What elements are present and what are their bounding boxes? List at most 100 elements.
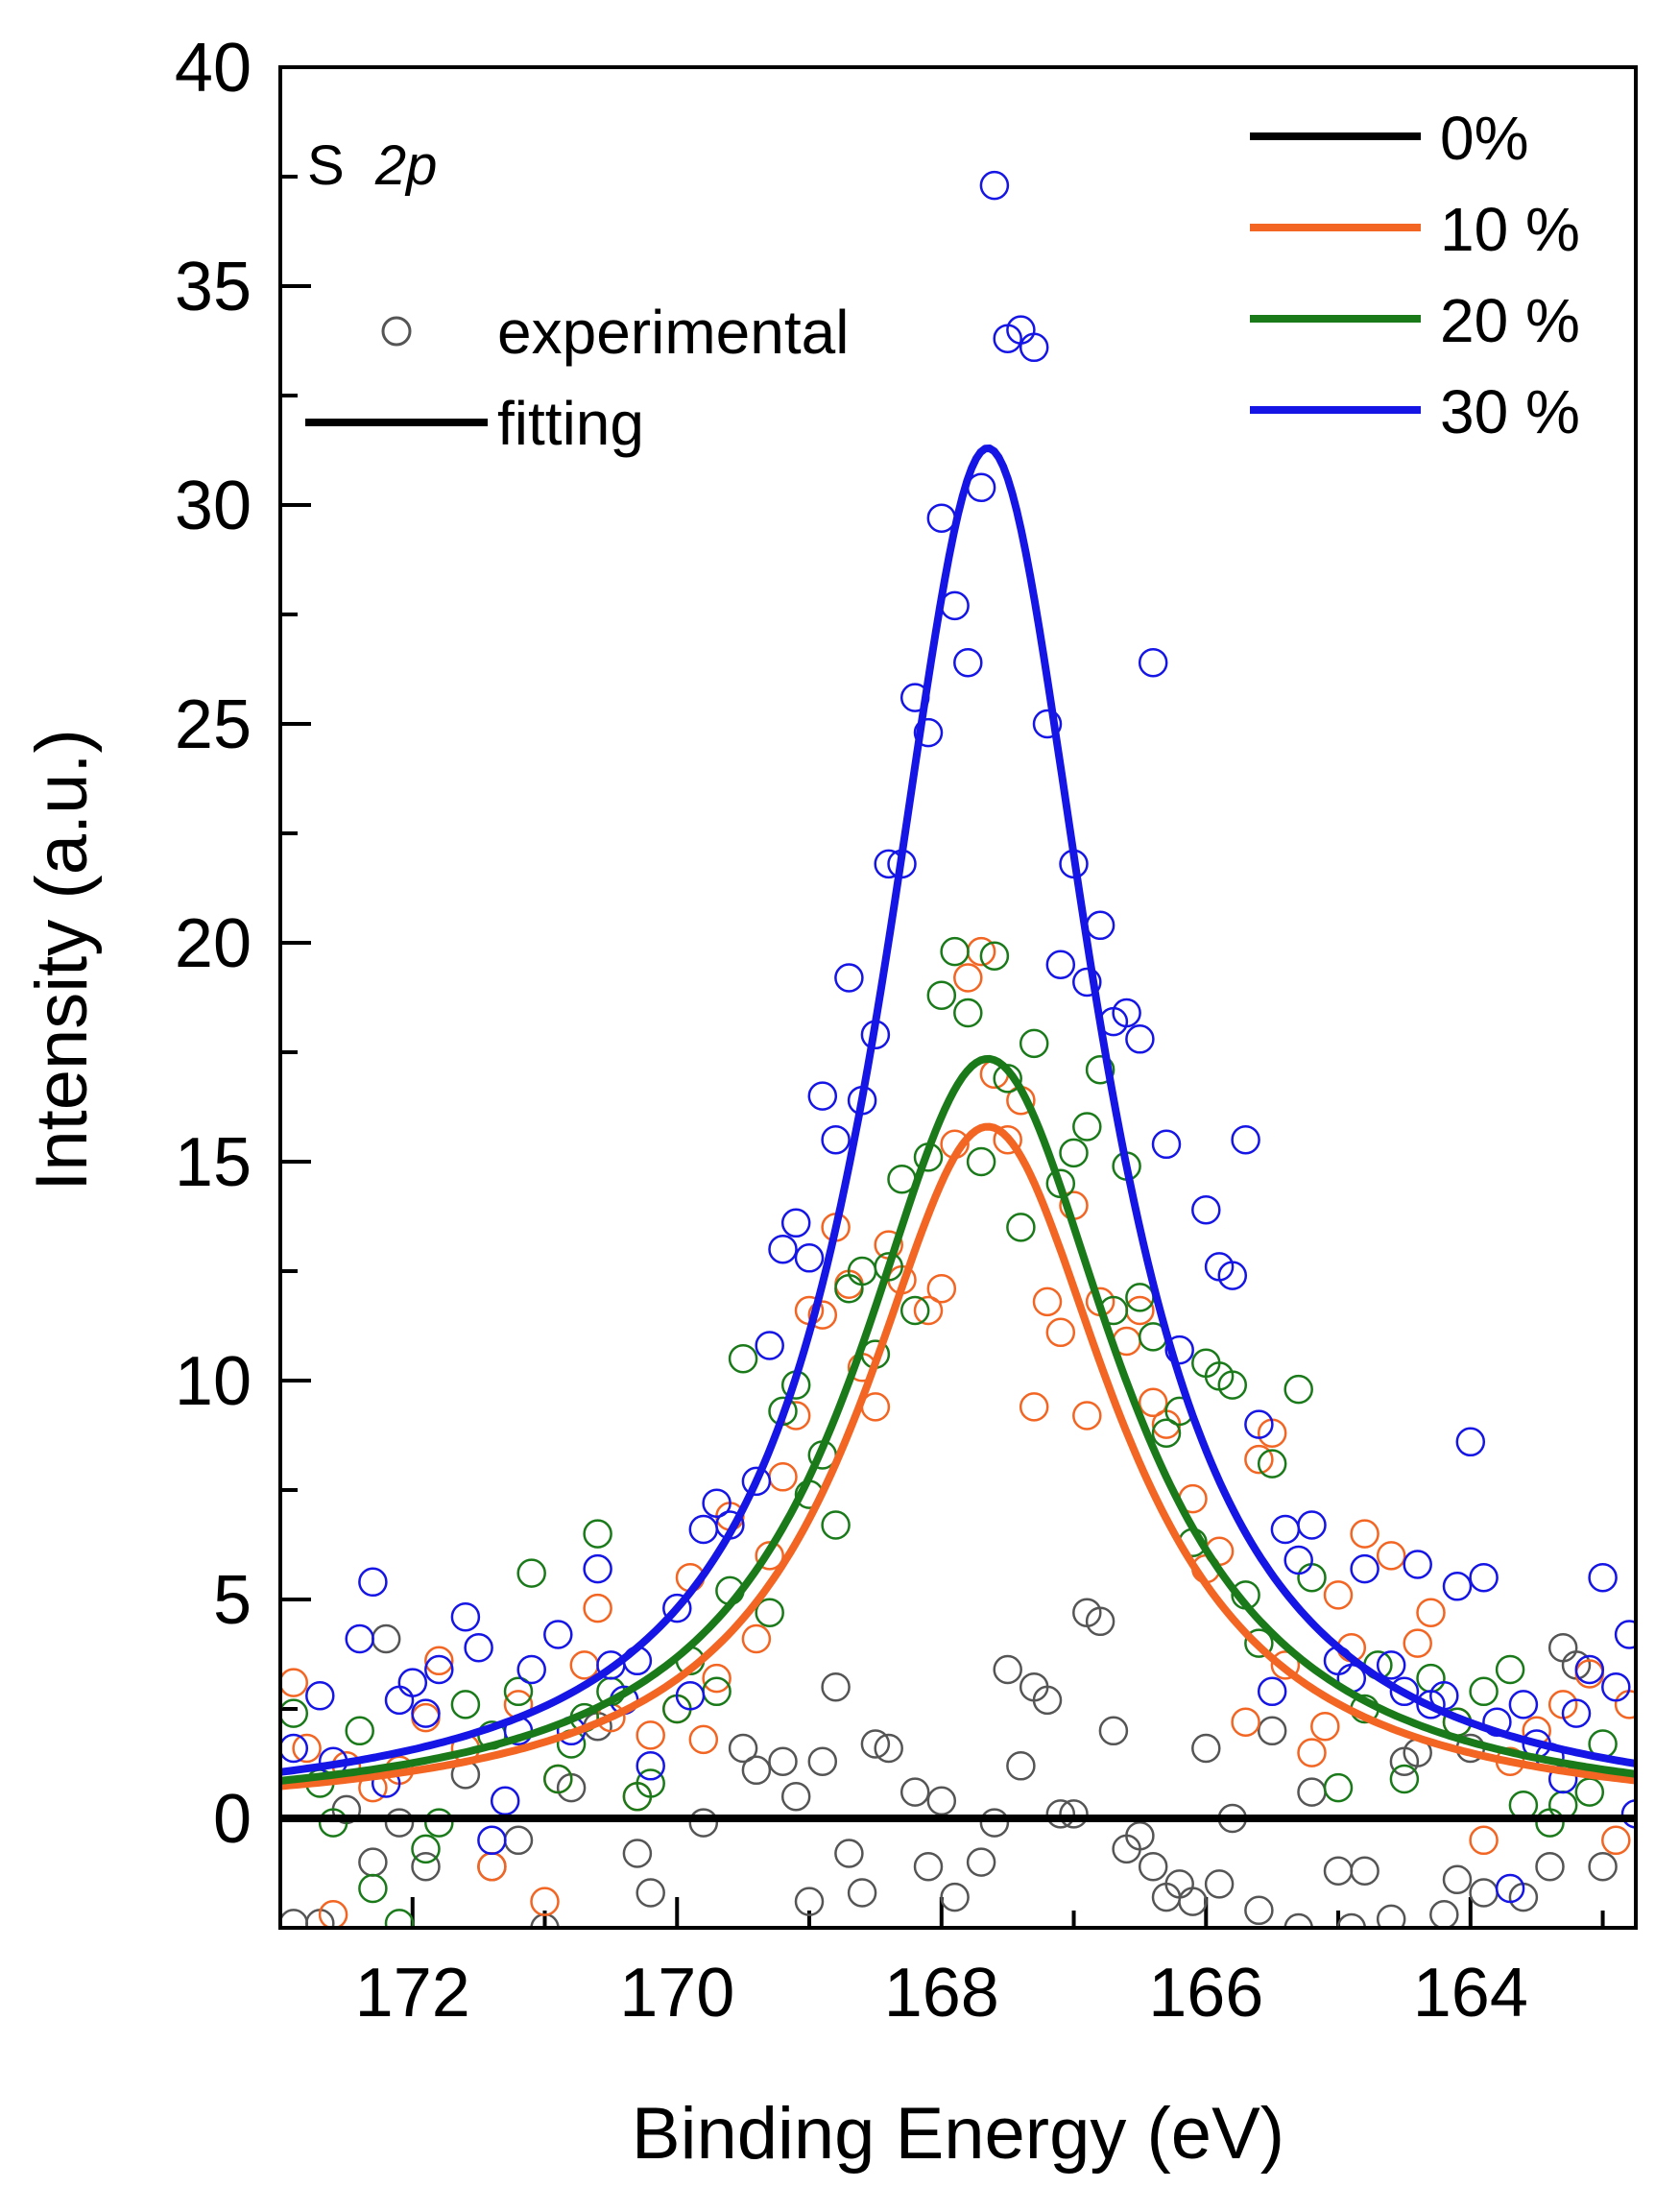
data-point — [807, 1300, 838, 1330]
data-point — [688, 1808, 719, 1838]
data-point — [1112, 998, 1141, 1028]
plot-background — [280, 67, 1636, 1928]
data-point — [966, 1146, 996, 1177]
data-point — [1257, 1449, 1287, 1479]
data-point — [450, 1601, 481, 1632]
data-point — [1350, 1553, 1379, 1584]
data-point — [1310, 1711, 1340, 1742]
data-point — [953, 963, 983, 993]
data-point — [662, 1593, 692, 1623]
data-point — [1588, 1851, 1618, 1882]
y-tick-label: 15 — [175, 1124, 252, 1201]
data-point — [450, 1690, 481, 1719]
data-point — [1032, 709, 1063, 739]
data-point — [543, 1620, 573, 1649]
x-tick-label: 170 — [619, 1955, 734, 2032]
legend-label: 20 % — [1440, 286, 1580, 355]
data-point — [1125, 1820, 1155, 1851]
data-point — [993, 1654, 1022, 1685]
data-point — [794, 1887, 825, 1916]
data-point — [345, 1716, 374, 1746]
data-point — [1257, 1716, 1287, 1746]
data-point — [1297, 1510, 1327, 1540]
data-point — [1006, 1751, 1036, 1781]
data-point — [477, 1825, 507, 1856]
data-point — [1455, 1427, 1486, 1457]
data-point — [1535, 1851, 1565, 1882]
data-point — [780, 1781, 811, 1812]
data-point — [1151, 1129, 1182, 1160]
data-point — [926, 1786, 957, 1816]
data-point — [280, 1668, 309, 1697]
y-tick-label: 25 — [175, 686, 252, 763]
data-point — [1620, 1799, 1636, 1829]
data-point — [1072, 967, 1102, 998]
data-point — [1019, 1028, 1049, 1059]
legend-experimental-label: experimental — [497, 298, 849, 367]
data-point — [913, 1295, 944, 1326]
data-point — [384, 1808, 415, 1838]
y-tick-label: 5 — [213, 1562, 252, 1639]
fit-line — [280, 1122, 1636, 1791]
data-point — [1138, 1387, 1168, 1418]
data-point — [1389, 1764, 1420, 1794]
data-point — [979, 170, 1010, 201]
data-point — [926, 980, 957, 1010]
data-point — [702, 1488, 732, 1518]
data-point — [318, 1808, 348, 1838]
legend-experimental-marker — [381, 316, 412, 347]
data-point — [583, 1593, 612, 1623]
data-point — [1588, 1562, 1618, 1593]
data-point — [411, 1834, 441, 1864]
data-point — [1574, 1654, 1605, 1685]
data-point — [1495, 1873, 1525, 1904]
data-point — [583, 1519, 612, 1549]
data-point — [807, 1746, 838, 1776]
data-point — [424, 1654, 454, 1685]
data-point — [1059, 1799, 1089, 1829]
data-point — [1403, 1628, 1432, 1658]
data-point — [834, 963, 864, 993]
data-point — [1495, 1654, 1525, 1685]
data-point — [1244, 1409, 1274, 1439]
data-point — [1032, 1286, 1063, 1317]
data-point — [1085, 1606, 1115, 1637]
data-point — [305, 1681, 335, 1711]
data-point — [636, 1751, 665, 1781]
data-point — [1389, 1676, 1420, 1707]
data-point — [755, 1598, 784, 1627]
data-point — [940, 936, 970, 967]
data-point — [953, 998, 983, 1028]
data-point — [1376, 1650, 1406, 1680]
x-tick-label: 166 — [1148, 1955, 1263, 2032]
data-point — [1283, 1545, 1313, 1575]
data-point — [821, 1124, 851, 1155]
panel-label-orbital: 2p — [374, 134, 438, 197]
data-point — [384, 1909, 415, 1928]
data-point — [411, 1698, 441, 1728]
x-tick-label: 172 — [355, 1955, 470, 2032]
legend-label: 0% — [1440, 104, 1529, 173]
data-point — [1244, 1444, 1274, 1475]
data-point — [358, 1567, 388, 1598]
data-point — [1336, 1912, 1367, 1928]
x-tick-label: 164 — [1413, 1955, 1528, 2032]
data-point — [516, 1654, 546, 1685]
data-point — [794, 1243, 825, 1273]
data-point — [280, 1698, 309, 1728]
data-point — [1164, 1334, 1194, 1365]
data-point — [636, 1720, 665, 1750]
legend-label: 10 % — [1440, 195, 1580, 264]
data-point — [1469, 1562, 1499, 1593]
data-point — [979, 1808, 1010, 1838]
data-point — [1376, 1904, 1406, 1928]
legend-fitting-label: fitting — [497, 389, 644, 458]
data-point — [874, 1733, 903, 1764]
data-point — [1085, 1054, 1115, 1085]
data-point — [1601, 1825, 1631, 1856]
data-point — [1508, 1690, 1539, 1719]
data-point — [280, 1733, 309, 1764]
data-point — [411, 1851, 441, 1882]
data-point — [464, 1632, 493, 1663]
data-point — [1350, 1519, 1379, 1549]
